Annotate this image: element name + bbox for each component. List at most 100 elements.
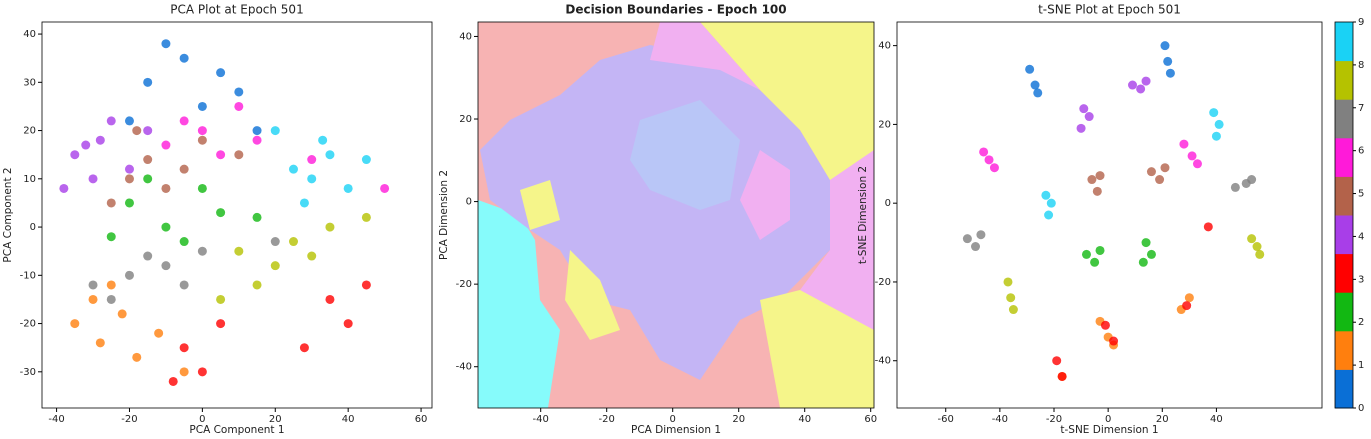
decision-regions (478, 22, 874, 408)
y-tick-label: -10 (20, 270, 36, 281)
point (95, 135, 105, 145)
point (1182, 301, 1192, 311)
colorbar-tick-label: 3 (1358, 274, 1364, 285)
chart-title: PCA Plot at Epoch 501 (170, 3, 303, 17)
point (179, 280, 189, 290)
point (1146, 167, 1156, 177)
y-tick-label: 0 (885, 198, 891, 209)
point (234, 246, 244, 256)
point (252, 135, 262, 145)
point (143, 126, 153, 136)
point (1160, 163, 1170, 173)
point (179, 116, 189, 126)
point (1109, 336, 1119, 346)
x-tick-label: 20 (732, 414, 745, 425)
colorbar-tick-label: 6 (1358, 146, 1364, 157)
point (343, 319, 353, 329)
point (318, 135, 328, 145)
point (88, 294, 98, 304)
point (161, 140, 171, 150)
point (179, 53, 189, 63)
point (161, 39, 171, 49)
point (124, 198, 134, 208)
colorbar-tick-label: 7 (1358, 103, 1364, 114)
point (252, 126, 262, 136)
chart-title: t-SNE Plot at Epoch 501 (1038, 3, 1181, 17)
point (1203, 222, 1213, 232)
point (270, 237, 280, 247)
point (1087, 175, 1097, 185)
point (197, 135, 207, 145)
point (1214, 119, 1224, 129)
y-tick-label: 40 (878, 41, 891, 52)
y-tick-label: 40 (23, 29, 36, 40)
point (216, 68, 226, 78)
colorbar-tick-label: 5 (1358, 189, 1364, 200)
x-tick-label: -60 (938, 414, 954, 425)
point (143, 155, 153, 165)
axes-frame (896, 21, 1323, 409)
x-tick-label: 20 (269, 414, 282, 425)
point (1192, 159, 1202, 169)
point (307, 174, 317, 184)
colorbar-tick-label: 8 (1358, 60, 1364, 71)
y-tick-label: 0 (30, 222, 36, 233)
point (1081, 249, 1091, 259)
point (1025, 64, 1035, 74)
point (989, 163, 999, 173)
point (179, 237, 189, 247)
point (361, 155, 371, 165)
point (117, 309, 127, 319)
point (325, 294, 335, 304)
x-tick-label: -40 (48, 414, 64, 425)
point (179, 367, 189, 377)
point (971, 242, 981, 252)
y-tick-label: -20 (20, 319, 36, 330)
point (270, 126, 280, 136)
point (252, 280, 262, 290)
point (124, 164, 134, 174)
point (132, 352, 142, 362)
point (132, 126, 142, 136)
point (179, 343, 189, 353)
point (1138, 257, 1148, 267)
point (1057, 371, 1067, 381)
point (962, 234, 972, 244)
point (154, 328, 164, 338)
point (1128, 80, 1138, 90)
point (234, 101, 244, 111)
y-tick-label: 0 (466, 197, 472, 208)
point (143, 77, 153, 87)
point (161, 222, 171, 232)
point (325, 150, 335, 160)
point (1209, 108, 1219, 118)
y-tick-label: 20 (878, 119, 891, 130)
colorbar-tick-label: 9 (1358, 17, 1364, 28)
point (106, 294, 116, 304)
colorbar-tick-label: 2 (1358, 317, 1364, 328)
point (361, 280, 371, 290)
point (197, 126, 207, 136)
point (88, 174, 98, 184)
point (1165, 68, 1175, 78)
point (216, 294, 226, 304)
x-tick-label: 0 (199, 414, 205, 425)
point (197, 246, 207, 256)
colorbar-band (1335, 176, 1353, 216)
point (1095, 245, 1105, 255)
chart-title: Decision Boundaries - Epoch 100 (565, 3, 786, 17)
point (1046, 198, 1056, 208)
point (1247, 234, 1257, 244)
point (1006, 293, 1016, 303)
point (197, 183, 207, 193)
x-axis-label: PCA Component 1 (189, 424, 284, 436)
point (1136, 84, 1146, 94)
point (1095, 171, 1105, 181)
point (1184, 293, 1194, 303)
point (106, 116, 116, 126)
point (179, 164, 189, 174)
y-tick-label: -20 (875, 277, 891, 288)
point (1247, 175, 1257, 185)
point (70, 150, 80, 160)
